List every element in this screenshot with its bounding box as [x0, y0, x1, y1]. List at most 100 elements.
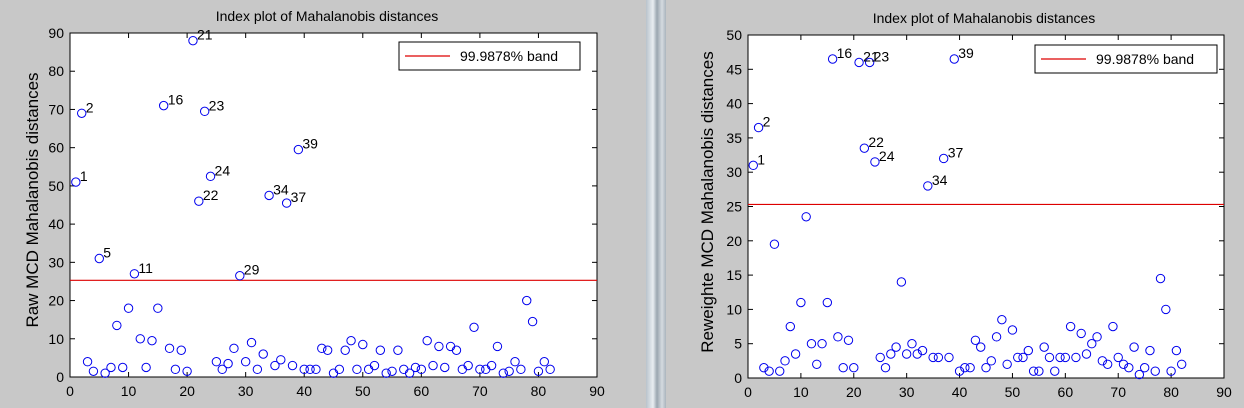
data-point: [838, 363, 848, 373]
point-annotation: 37: [948, 144, 964, 160]
data-point: [1039, 342, 1049, 352]
chart-panel-1: Index plot of Mahalanobis distances Raw M…: [23, 8, 605, 399]
data-point: [923, 181, 933, 191]
point-annotation: 34: [273, 181, 289, 197]
point-annotation: 34: [932, 172, 948, 188]
y-tick-label: 15: [726, 267, 742, 283]
data-point: [991, 332, 1002, 342]
y-tick-label: 40: [726, 96, 742, 112]
data-point: [970, 335, 981, 345]
data-point: [100, 368, 110, 378]
data-point: [381, 368, 391, 378]
data-point: [475, 364, 485, 375]
data-point: [849, 363, 859, 373]
point-annotation: 24: [879, 148, 895, 164]
data-point: [422, 335, 432, 346]
data-point: [235, 271, 245, 281]
y-tick-label: 40: [48, 216, 64, 232]
data-point: [522, 295, 532, 306]
y-axis-label: Reweighte MCD Mahalanobis distances: [698, 51, 717, 352]
data-point: [1044, 352, 1055, 363]
y-tick-label: 35: [726, 130, 742, 146]
data-point: [94, 253, 104, 264]
data-point: [1081, 349, 1092, 359]
x-tick-label: 0: [66, 383, 74, 399]
data-point: [796, 297, 806, 308]
data-point: [311, 364, 321, 375]
x-tick-label: 20: [846, 384, 862, 400]
data-point: [123, 303, 134, 313]
data-point: [135, 334, 145, 344]
data-point: [981, 363, 991, 373]
data-point: [340, 345, 350, 355]
x-tick-label: 90: [1216, 384, 1232, 400]
data-point: [769, 239, 780, 249]
data-point: [1113, 352, 1123, 363]
data-point: [393, 345, 403, 355]
point-annotation: 23: [209, 97, 225, 113]
data-point: [843, 335, 854, 345]
data-point: [182, 366, 192, 376]
data-point: [463, 360, 473, 371]
plot-area: [69, 32, 598, 378]
data-point: [539, 357, 549, 367]
data-point: [928, 352, 938, 363]
data-point: [1139, 363, 1150, 373]
x-tick-label: 70: [472, 383, 488, 399]
data-point: [410, 362, 421, 373]
data-point: [859, 143, 870, 153]
data-point: [164, 343, 175, 354]
data-point: [276, 355, 286, 365]
x-tick-label: 10: [121, 383, 137, 399]
data-point: [217, 364, 227, 375]
data-point: [1108, 321, 1118, 332]
x-tick-label: 40: [296, 383, 312, 399]
data-point: [246, 337, 257, 348]
data-point: [1055, 352, 1065, 363]
data-point: [764, 366, 774, 376]
data-point: [375, 345, 386, 355]
data-point: [864, 57, 875, 68]
y-tick-label: 50: [726, 27, 742, 43]
data-point: [1023, 345, 1034, 356]
data-point: [1076, 328, 1086, 339]
chart-panel-2: Index plot of Mahalanobis distances Rewei…: [698, 10, 1232, 400]
x-tick-label: 0: [744, 384, 752, 400]
y-tick-label: 70: [48, 101, 64, 117]
data-point: [1028, 366, 1039, 376]
data-point: [780, 356, 790, 366]
point-annotation: 39: [302, 136, 318, 152]
point-annotation: 39: [958, 45, 974, 61]
data-point: [753, 122, 764, 133]
data-point: [785, 321, 796, 332]
data-point: [194, 196, 204, 206]
data-point: [1102, 359, 1113, 369]
point-annotation: 22: [203, 187, 219, 203]
data-point: [806, 339, 817, 349]
data-point: [486, 360, 497, 371]
data-point: [176, 345, 186, 355]
data-point: [965, 363, 975, 373]
y-tick-label: 60: [48, 140, 64, 156]
data-point: [801, 212, 811, 222]
data-point: [153, 303, 163, 313]
y-tick-label: 90: [48, 25, 64, 41]
data-point: [1155, 273, 1166, 284]
data-point: [1050, 366, 1060, 376]
data-point: [352, 364, 362, 375]
point-annotation: 37: [291, 189, 307, 205]
plot-area: [747, 34, 1225, 379]
data-point: [949, 54, 959, 64]
legend-label: 99.9878% band: [1096, 51, 1194, 67]
y-tick-label: 80: [48, 63, 64, 79]
window-divider: [646, 0, 666, 408]
y-tick-label: 50: [48, 178, 64, 194]
data-point: [817, 339, 827, 349]
y-tick-label: 30: [726, 164, 742, 180]
x-tick-label: 60: [414, 383, 430, 399]
point-annotation: 16: [168, 92, 184, 108]
data-point: [369, 360, 380, 371]
data-point: [1065, 321, 1076, 332]
data-point: [1013, 352, 1023, 363]
